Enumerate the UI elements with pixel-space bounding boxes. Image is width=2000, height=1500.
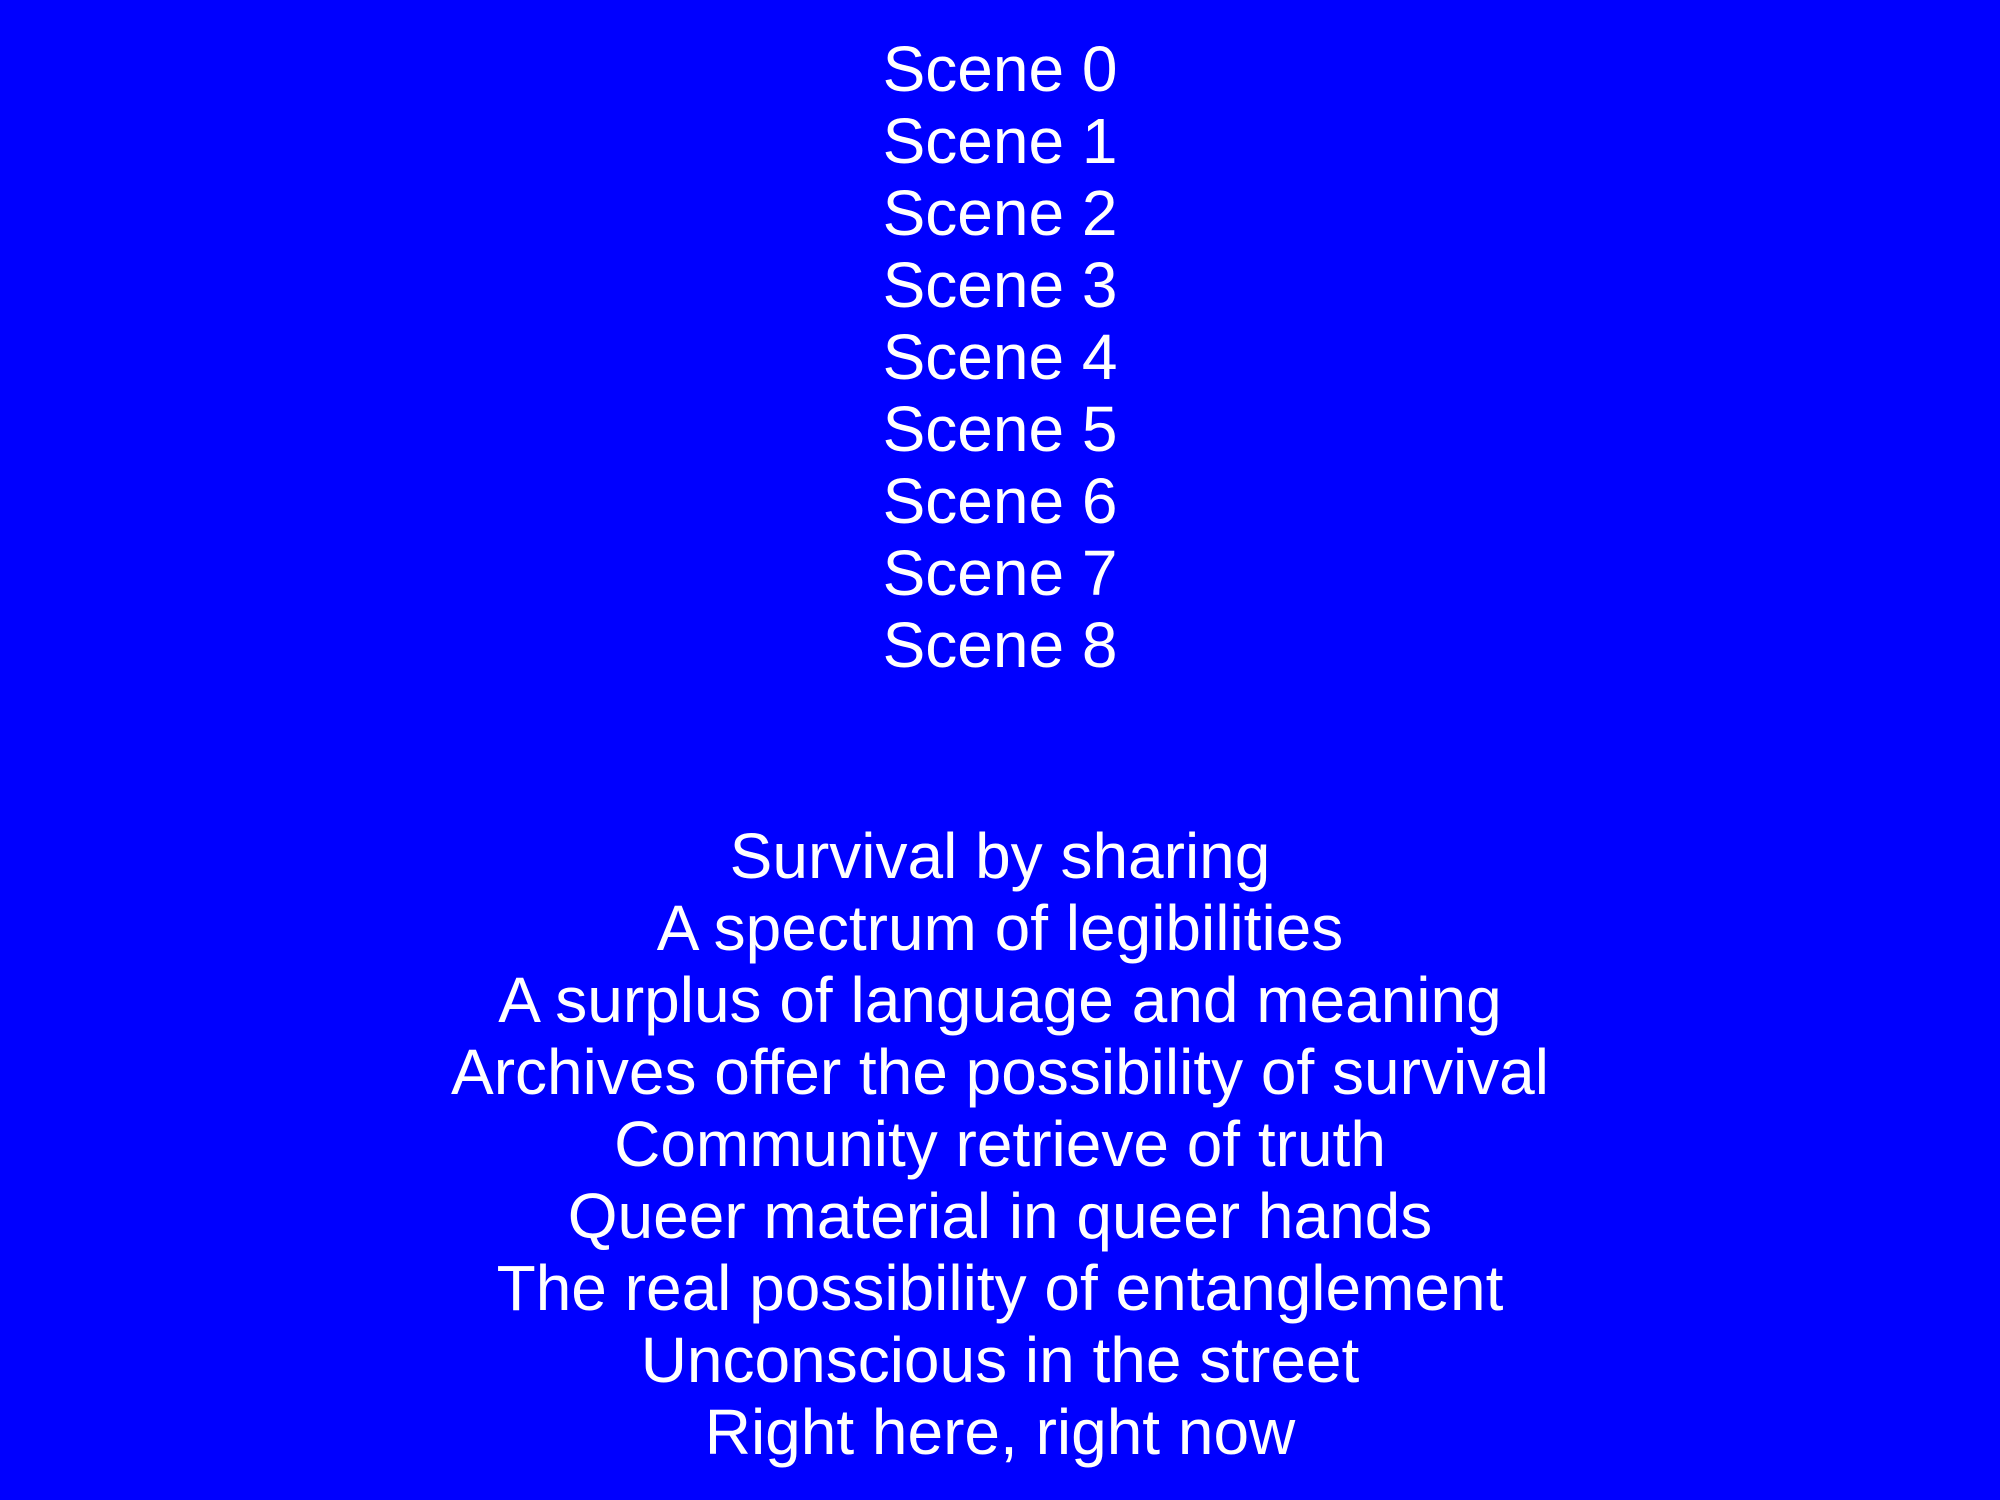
phrase-item-7: Unconscious in the street xyxy=(640,1324,1360,1396)
scene-item-0: Scene 0 xyxy=(882,33,1118,105)
scene-item-3: Scene 3 xyxy=(882,249,1118,321)
phrase-item-5: Queer material in queer hands xyxy=(567,1180,1433,1252)
scene-item-1: Scene 1 xyxy=(882,105,1118,177)
phrase-item-2: A surplus of language and meaning xyxy=(498,964,1502,1036)
scene-list: Scene 0 Scene 1 Scene 2 Scene 3 Scene 4 … xyxy=(0,33,2000,681)
phrase-item-1: A spectrum of legibilities xyxy=(656,892,1344,964)
scene-item-4: Scene 4 xyxy=(882,321,1118,393)
phrase-item-4: Community retrieve of truth xyxy=(614,1108,1386,1180)
phrase-item-8: Right here, right now xyxy=(704,1396,1296,1468)
scene-item-7: Scene 7 xyxy=(882,537,1118,609)
scene-item-6: Scene 6 xyxy=(882,465,1118,537)
phrase-item-6: The real possibility of entanglement xyxy=(496,1252,1504,1324)
phrase-list: Survival by sharing A spectrum of legibi… xyxy=(0,820,2000,1468)
scene-item-8: Scene 8 xyxy=(882,609,1118,681)
scene-item-2: Scene 2 xyxy=(882,177,1118,249)
phrase-item-0: Survival by sharing xyxy=(729,820,1271,892)
phrase-item-3: Archives offer the possibility of surviv… xyxy=(451,1036,1549,1108)
scene-item-5: Scene 5 xyxy=(882,393,1118,465)
